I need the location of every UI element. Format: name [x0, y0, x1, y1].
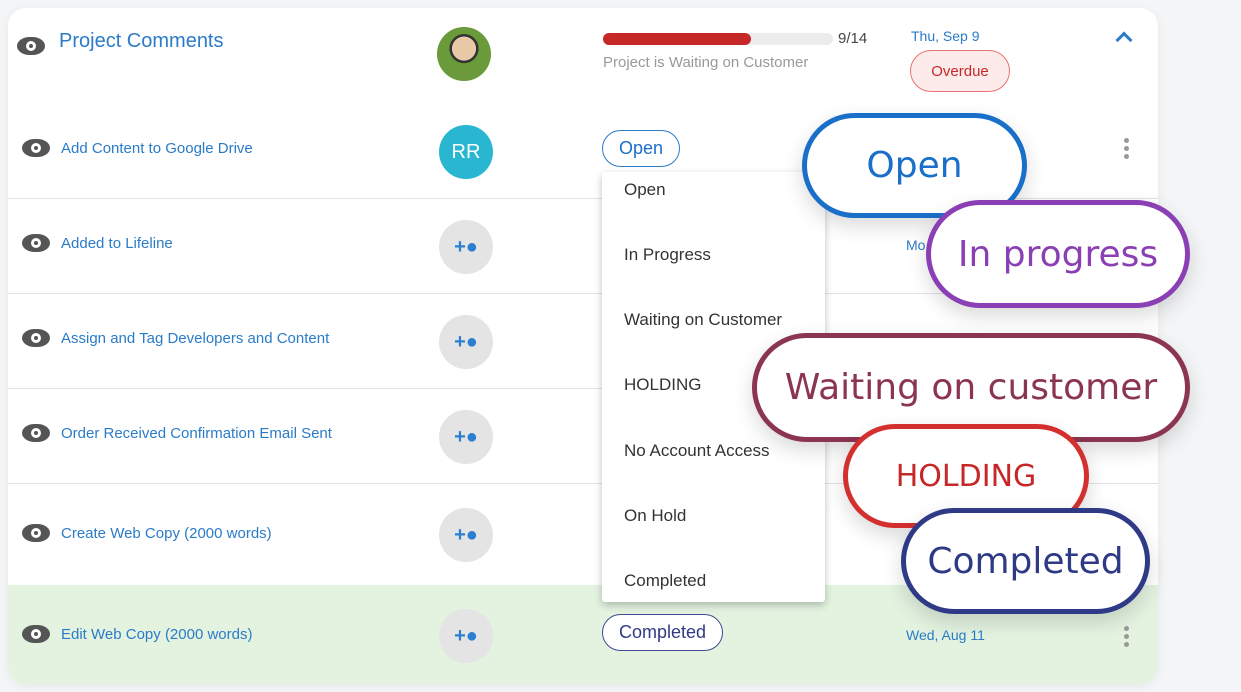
dropdown-option[interactable]: HOLDING [624, 375, 702, 394]
dropdown-option[interactable]: Waiting on Customer [624, 310, 783, 329]
task-row[interactable]: Add Content to Google Drive RR Open [8, 105, 1158, 199]
task-title[interactable]: Add Content to Google Drive [61, 140, 253, 157]
status-button[interactable]: Open [602, 130, 681, 167]
add-user-icon[interactable]: +● [439, 609, 493, 663]
task-date: Wed, Aug 11 [906, 627, 985, 643]
callout-in-progress: In progress [926, 200, 1190, 308]
progress-fill [603, 33, 751, 45]
dropdown-option[interactable]: Completed [624, 571, 707, 590]
chevron-up-icon[interactable] [1115, 31, 1133, 49]
eye-icon[interactable] [22, 424, 50, 442]
overdue-badge: Overdue [910, 50, 1010, 92]
callout-completed: Completed [901, 508, 1150, 614]
avatar[interactable]: RR [439, 125, 493, 179]
status-button[interactable]: Completed [602, 614, 724, 651]
task-row[interactable]: Added to Lifeline +● Mo [8, 199, 1158, 294]
progress-bar [603, 33, 833, 45]
eye-icon[interactable] [22, 625, 50, 643]
callout-waiting: Waiting on customer [752, 333, 1190, 442]
task-row[interactable]: Assign and Tag Developers and Content +● [8, 294, 1158, 389]
dropdown-option[interactable]: Open [624, 180, 666, 199]
task-title[interactable]: Create Web Copy (2000 words) [61, 525, 272, 542]
eye-icon[interactable] [22, 234, 50, 252]
eye-icon[interactable] [22, 139, 50, 157]
task-title[interactable]: Order Received Confirmation Email Sent [61, 425, 332, 442]
project-header: Project Comments 9/14 Project is Waiting… [8, 8, 1158, 105]
task-date: Mo [906, 237, 926, 253]
add-user-icon[interactable]: +● [439, 508, 493, 562]
task-title[interactable]: Assign and Tag Developers and Content [61, 330, 330, 347]
eye-icon[interactable] [22, 329, 50, 347]
task-row[interactable]: Create Web Copy (2000 words) +● [8, 484, 1158, 585]
add-user-icon[interactable]: +● [439, 220, 493, 274]
dropdown-option[interactable]: In Progress [624, 245, 711, 264]
callout-open: Open [802, 113, 1027, 218]
project-status: Project is Waiting on Customer [603, 54, 809, 71]
add-user-icon[interactable]: +● [439, 315, 493, 369]
task-row[interactable]: Order Received Confirmation Email Sent +… [8, 389, 1158, 484]
add-user-icon[interactable]: +● [439, 410, 493, 464]
more-icon[interactable] [1124, 138, 1130, 162]
avatar [437, 27, 491, 81]
task-title[interactable]: Edit Web Copy (2000 words) [61, 626, 253, 643]
dropdown-option[interactable]: On Hold [624, 506, 687, 525]
eye-icon[interactable] [17, 37, 45, 55]
dropdown-option[interactable]: No Account Access [624, 441, 770, 460]
project-title[interactable]: Project Comments [59, 30, 224, 52]
eye-icon[interactable] [22, 524, 50, 542]
task-title[interactable]: Added to Lifeline [61, 235, 173, 252]
project-date: Thu, Sep 9 [911, 28, 980, 44]
more-icon[interactable] [1124, 626, 1130, 650]
progress-label: 9/14 [838, 30, 868, 47]
